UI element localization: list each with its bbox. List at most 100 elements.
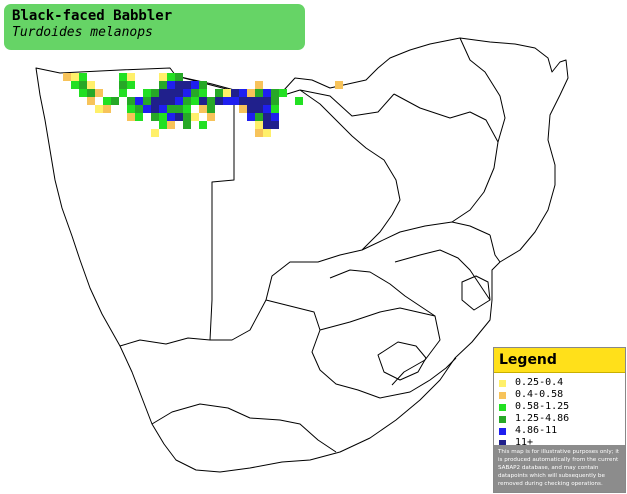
reporting-rate-cell <box>255 113 263 121</box>
reporting-rate-cell <box>191 89 199 97</box>
legend-label: 4.86-11 <box>515 425 558 436</box>
reporting-rate-cell <box>247 105 255 113</box>
reporting-rate-cell <box>159 113 167 121</box>
reporting-rate-cell <box>159 81 167 89</box>
reporting-rate-cell <box>167 89 175 97</box>
reporting-rate-cell <box>263 97 271 105</box>
reporting-rate-cell <box>175 97 183 105</box>
reporting-rate-cell <box>271 121 279 129</box>
reporting-rate-cell <box>159 105 167 113</box>
reporting-rate-cell <box>135 105 143 113</box>
reporting-rate-cell <box>79 73 87 81</box>
border-eastern-cape <box>379 357 457 399</box>
border-eswatini <box>461 275 491 311</box>
legend-swatch <box>499 440 506 447</box>
border-lesotho <box>377 341 427 381</box>
reporting-rate-cell <box>127 73 135 81</box>
reporting-rate-cell <box>143 89 151 97</box>
reporting-rate-cell <box>271 89 279 97</box>
reporting-rate-cell <box>95 89 103 97</box>
legend-swatch <box>499 404 506 411</box>
legend-panel: Legend 0.25-0.4 0.4-0.58 0.58-1.25 1.25-4.8… <box>493 347 626 493</box>
reporting-rate-cell <box>231 97 239 105</box>
species-common-name: Black-faced Babbler <box>12 8 173 24</box>
reporting-rate-cell <box>159 121 167 129</box>
legend-heading: Legend <box>494 348 625 373</box>
reporting-rate-cell <box>191 81 199 89</box>
reporting-rate-cell <box>191 113 199 121</box>
reporting-rate-cell <box>119 81 127 89</box>
reporting-rate-cell <box>175 81 183 89</box>
reporting-rate-cell <box>223 89 231 97</box>
reporting-rate-cell <box>119 73 127 81</box>
reporting-rate-cell <box>199 105 207 113</box>
reporting-rate-cell <box>239 97 247 105</box>
reporting-rate-cell <box>215 97 223 105</box>
reporting-rate-cell <box>143 105 151 113</box>
reporting-rate-cell <box>151 89 159 97</box>
reporting-rate-cell <box>151 113 159 121</box>
reporting-rate-cell <box>263 113 271 121</box>
reporting-rate-cell <box>231 89 239 97</box>
reporting-rate-cell <box>255 89 263 97</box>
legend-swatch <box>499 416 506 423</box>
reporting-rate-cell <box>199 89 207 97</box>
southern-africa-coastline <box>35 37 569 473</box>
border-botswana-zimbabwe <box>299 89 401 216</box>
border-limpopo-mpumalanga <box>394 249 491 301</box>
reporting-rate-cell <box>199 81 207 89</box>
border-northern-cape-west <box>119 337 211 347</box>
border-namibia-botswana <box>209 91 235 341</box>
border-freestate-east <box>319 307 441 386</box>
reporting-rate-cell <box>207 97 215 105</box>
legend-label: 1.25-4.86 <box>515 413 570 424</box>
legend-disclaimer: This map is for illustrative purposes on… <box>494 445 625 492</box>
reporting-rate-cell <box>207 105 215 113</box>
reporting-rate-cell <box>159 97 167 105</box>
legend-item: 0.25-0.4 <box>499 377 625 389</box>
legend-item: 4.86-11 <box>499 425 625 437</box>
reporting-rate-cell <box>255 129 263 137</box>
reporting-rate-cell <box>87 97 95 105</box>
reporting-rate-cell <box>207 113 215 121</box>
reporting-rate-cell <box>111 97 119 105</box>
reporting-rate-cell <box>263 105 271 113</box>
reporting-rate-cell <box>151 97 159 105</box>
reporting-rate-cell <box>247 113 255 121</box>
reporting-rate-cell <box>175 105 183 113</box>
reporting-rate-cell <box>263 129 271 137</box>
border-freestate-northern-cape <box>265 299 381 399</box>
reporting-rate-cell <box>95 105 103 113</box>
reporting-rate-cell <box>255 81 263 89</box>
reporting-rate-cell <box>183 113 191 121</box>
reporting-rate-cell <box>175 89 183 97</box>
species-title-box: Black-faced Babbler Turdoides melanops <box>4 4 305 50</box>
reporting-rate-cell <box>295 97 303 105</box>
border-south-africa-botswana <box>210 214 393 341</box>
reporting-rate-cell <box>127 97 135 105</box>
reporting-rate-cell <box>103 105 111 113</box>
reporting-rate-cell <box>175 73 183 81</box>
reporting-rate-cell <box>255 105 263 113</box>
reporting-rate-cell <box>71 81 79 89</box>
reporting-rate-cell <box>103 97 111 105</box>
reporting-rate-cell <box>119 89 127 97</box>
reporting-rate-cell <box>263 89 271 97</box>
reporting-rate-cell <box>79 81 87 89</box>
reporting-rate-cell <box>135 97 143 105</box>
legend-label: 0.58-1.25 <box>515 401 570 412</box>
reporting-rate-cell <box>127 81 135 89</box>
reporting-rate-cell <box>255 121 263 129</box>
border-zambia-zimbabwe <box>299 89 395 117</box>
legend-label: 0.4-0.58 <box>515 389 564 400</box>
reporting-rate-cell <box>159 73 167 81</box>
reporting-rate-cell <box>191 97 199 105</box>
reporting-rate-cell <box>143 97 151 105</box>
reporting-rate-cell <box>271 105 279 113</box>
border-zimbabwe-mozambique <box>393 93 499 223</box>
reporting-rate-cell <box>183 121 191 129</box>
species-scientific-name: Turdoides melanops <box>12 25 153 40</box>
legend-item: 0.58-1.25 <box>499 401 625 413</box>
reporting-rate-cell <box>167 73 175 81</box>
border-south-africa-zimbabwe <box>361 221 491 251</box>
